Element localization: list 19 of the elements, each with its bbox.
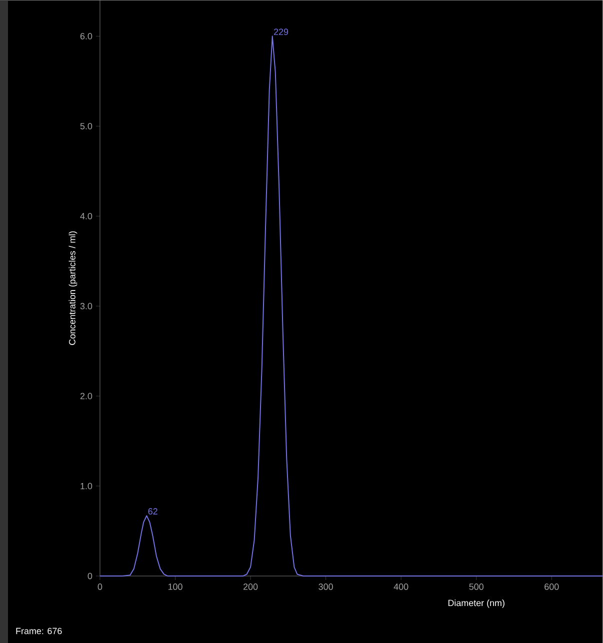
x-tick-label: 400 (394, 584, 408, 590)
y-tick-label: 6.0 (80, 33, 92, 40)
annotation: 229 (274, 28, 288, 35)
x-tick-label: 100 (168, 584, 182, 590)
y-tick-label: 2.0 (80, 392, 92, 400)
x-tick-label: 600 (544, 584, 559, 590)
x-axis-title: Diameter (nm) (448, 600, 504, 608)
y-tick-label: 5.0 (80, 122, 92, 130)
x-tick-label: 300 (318, 584, 333, 590)
annotation: 62 (148, 508, 158, 515)
x-tick-label: 500 (469, 584, 484, 590)
y-tick-label: 4.0 (80, 212, 92, 220)
x-tick-label: 0 (98, 584, 102, 590)
text: Frame: 676 (16, 628, 62, 634)
y-axis-title: Concentration (particles / ml) (68, 231, 77, 345)
y-tick-label: 3.0 (80, 302, 92, 310)
x-tick-label: 200 (243, 584, 258, 590)
y-tick-label: 1.0 (80, 482, 92, 490)
y-tick-label: 0 (88, 572, 92, 580)
